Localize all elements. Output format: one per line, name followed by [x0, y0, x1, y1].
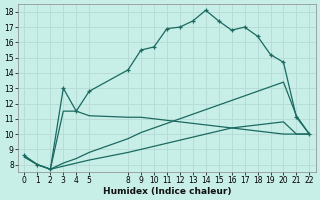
- X-axis label: Humidex (Indice chaleur): Humidex (Indice chaleur): [103, 187, 231, 196]
